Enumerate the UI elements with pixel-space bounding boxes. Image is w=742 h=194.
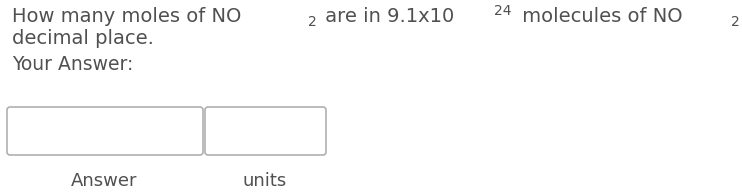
Text: Your Answer:: Your Answer:	[12, 55, 134, 74]
Text: 2: 2	[308, 16, 317, 29]
Text: How many moles of NO: How many moles of NO	[12, 7, 241, 26]
Text: are in 9.1x10: are in 9.1x10	[319, 7, 455, 26]
FancyBboxPatch shape	[7, 107, 203, 155]
Text: 2: 2	[732, 16, 740, 29]
Text: 24: 24	[493, 4, 511, 18]
Text: Answer: Answer	[70, 172, 137, 190]
Text: molecules of NO: molecules of NO	[516, 7, 683, 26]
FancyBboxPatch shape	[205, 107, 326, 155]
Text: units: units	[243, 172, 287, 190]
Text: decimal place.: decimal place.	[12, 29, 154, 48]
